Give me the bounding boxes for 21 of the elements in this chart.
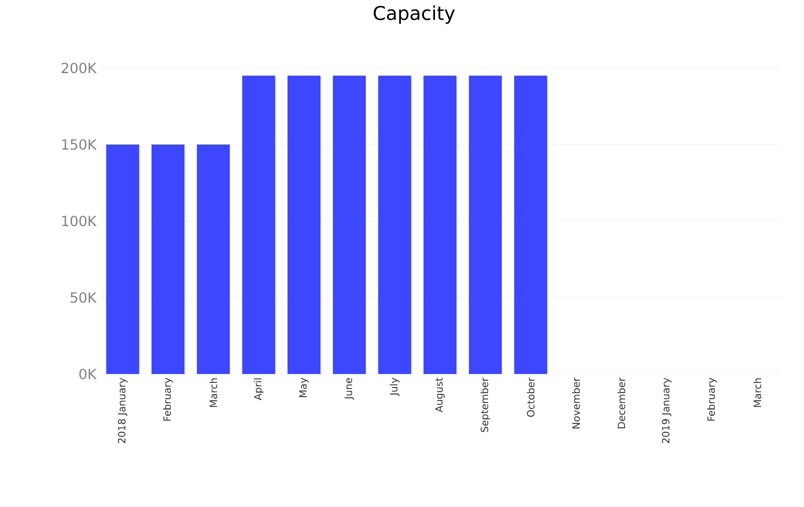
x-tick-label: July (390, 378, 400, 396)
y-tick-label: 150K (62, 139, 97, 150)
y-tick-label: 200K (62, 62, 97, 74)
y-tick-label: 0K (79, 368, 97, 380)
x-tick-label: April (254, 378, 264, 400)
x-tick-label: June (344, 378, 354, 400)
x-tick-label: 2018 January (118, 378, 128, 444)
x-tick-label: October (526, 378, 535, 417)
x-tick-label: May (299, 378, 309, 398)
x-tick-label: November (572, 378, 580, 428)
x-tick-label: March (209, 378, 218, 407)
chart-title: Capacity (374, 6, 455, 24)
y-tick-label: 100K (62, 216, 97, 226)
x-tick-label: 2019 January (662, 378, 672, 444)
x-tick-label: February (707, 378, 717, 421)
y-tick-label: 50K (70, 292, 97, 303)
x-tick-label: February (163, 378, 173, 421)
x-tick-label: March (753, 378, 762, 407)
x-tick-label: December (617, 378, 626, 428)
x-tick-label: August (435, 378, 445, 412)
x-tick-label: September (480, 378, 490, 432)
